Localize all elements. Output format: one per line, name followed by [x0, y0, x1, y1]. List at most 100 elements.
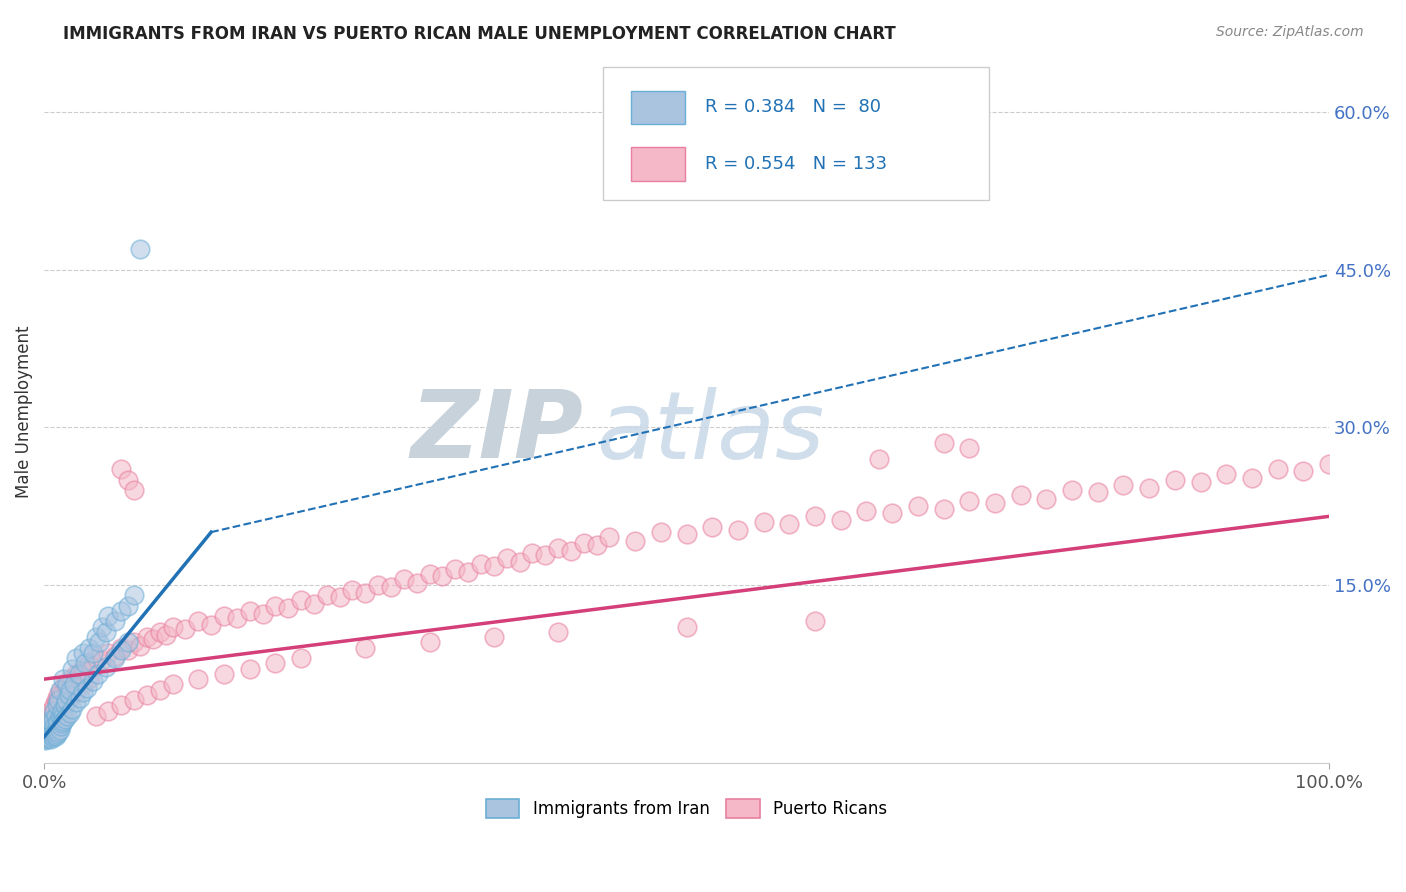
Point	[42, 730, 65, 744]
Point	[598, 530, 620, 544]
Point	[354, 640, 377, 655]
Point	[572, 535, 595, 549]
Point	[470, 557, 492, 571]
Point	[35, 719, 58, 733]
Point	[1215, 467, 1237, 482]
Point	[46, 727, 69, 741]
Point	[984, 496, 1007, 510]
Point	[35, 727, 58, 741]
Point	[329, 591, 352, 605]
Point	[44, 728, 66, 742]
Point	[110, 698, 132, 713]
Point	[752, 515, 775, 529]
Point	[727, 523, 749, 537]
Point	[49, 682, 72, 697]
Point	[72, 646, 94, 660]
Point	[56, 695, 79, 709]
Point	[957, 441, 980, 455]
Point	[117, 473, 139, 487]
Point	[778, 516, 800, 531]
Point	[675, 527, 697, 541]
Point	[59, 682, 82, 697]
Point	[38, 724, 60, 739]
Point	[46, 714, 69, 728]
Point	[1137, 481, 1160, 495]
Point	[84, 709, 107, 723]
Point	[82, 659, 104, 673]
Point	[547, 541, 569, 555]
Point	[392, 573, 415, 587]
Point	[48, 691, 70, 706]
Point	[44, 698, 66, 713]
Point	[1240, 470, 1263, 484]
Point	[585, 538, 607, 552]
Point	[42, 724, 65, 739]
Point	[35, 723, 58, 737]
Text: R = 0.554   N = 133: R = 0.554 N = 133	[704, 154, 887, 173]
Text: R = 0.384   N =  80: R = 0.384 N = 80	[704, 98, 880, 117]
Point	[49, 712, 72, 726]
Point	[53, 677, 76, 691]
Point	[432, 569, 454, 583]
Point	[44, 712, 66, 726]
Point	[650, 525, 672, 540]
Point	[84, 630, 107, 644]
Point	[547, 624, 569, 639]
Point	[34, 714, 56, 728]
Point	[42, 706, 65, 720]
Point	[52, 684, 75, 698]
Point	[39, 731, 62, 746]
Point	[155, 628, 177, 642]
Point	[122, 588, 145, 602]
Point	[1035, 491, 1057, 506]
Point	[65, 695, 87, 709]
Point	[907, 499, 929, 513]
Point	[34, 730, 56, 744]
Y-axis label: Male Unemployment: Male Unemployment	[15, 325, 32, 498]
Point	[804, 615, 827, 629]
Bar	[631, 91, 685, 124]
Point	[495, 551, 517, 566]
Point	[94, 659, 117, 673]
Point	[37, 724, 59, 739]
Point	[90, 653, 112, 667]
Point	[212, 609, 235, 624]
Point	[69, 670, 91, 684]
Point	[55, 693, 77, 707]
Text: ZIP: ZIP	[411, 386, 583, 478]
Point	[49, 719, 72, 733]
Point	[51, 704, 73, 718]
Point	[90, 619, 112, 633]
Point	[72, 677, 94, 691]
Point	[42, 714, 65, 728]
Point	[149, 624, 172, 639]
Point	[187, 672, 209, 686]
Point	[51, 716, 73, 731]
Point	[97, 704, 120, 718]
Point	[110, 642, 132, 657]
Point	[444, 562, 467, 576]
Point	[69, 691, 91, 706]
Point	[1087, 485, 1109, 500]
Point	[44, 704, 66, 718]
Point	[37, 731, 59, 745]
Point	[52, 672, 75, 686]
Point	[62, 677, 84, 691]
Point	[56, 681, 79, 695]
Point	[72, 662, 94, 676]
Point	[162, 619, 184, 633]
Point	[122, 693, 145, 707]
Point	[84, 651, 107, 665]
Point	[1292, 464, 1315, 478]
Point	[41, 712, 63, 726]
Point	[38, 714, 60, 728]
Point	[200, 617, 222, 632]
Point	[41, 723, 63, 737]
Point	[59, 672, 82, 686]
FancyBboxPatch shape	[603, 67, 988, 201]
Point	[39, 719, 62, 733]
Point	[342, 582, 364, 597]
Point	[239, 662, 262, 676]
Point	[117, 635, 139, 649]
Point	[277, 600, 299, 615]
